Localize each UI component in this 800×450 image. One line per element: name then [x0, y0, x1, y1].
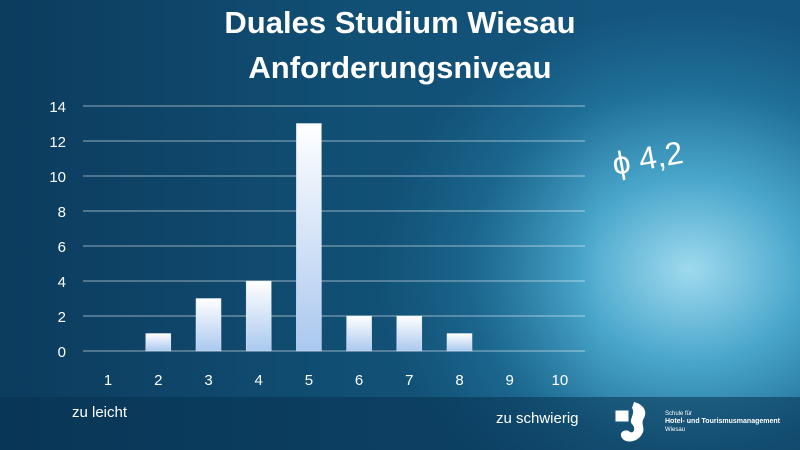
y-tick-label: 8 — [58, 204, 66, 221]
x-tick-label: 7 — [405, 372, 413, 389]
title-line-2: Anforderungsniveau — [248, 50, 552, 85]
y-tick-label: 0 — [58, 344, 66, 361]
y-tick-label: 2 — [58, 309, 66, 326]
label-too-easy: zu leicht — [72, 404, 128, 421]
bar — [195, 298, 222, 352]
x-tick-label: 3 — [204, 372, 212, 389]
y-tick-label: 6 — [58, 239, 66, 256]
y-tick-label: 4 — [58, 274, 66, 291]
bar — [145, 333, 172, 352]
logo-line-1: Schule für — [665, 411, 693, 417]
school-logo-icon — [614, 402, 646, 442]
bar — [296, 123, 322, 352]
bar — [396, 315, 423, 352]
x-tick-label: 8 — [455, 372, 463, 389]
x-tick-label: 6 — [355, 372, 363, 389]
label-too-hard: zu schwierig — [496, 410, 579, 427]
logo-line-3: Wiesau — [665, 427, 686, 433]
x-tick-label: 9 — [506, 372, 514, 389]
x-tick-label: 2 — [154, 372, 162, 389]
y-tick-label: 12 — [49, 134, 66, 151]
x-tick-label: 10 — [552, 372, 569, 389]
x-tick-label: 5 — [305, 372, 313, 389]
title-line-1: Duales Studium Wiesau — [224, 5, 576, 40]
x-tick-label: 4 — [255, 372, 263, 389]
bar — [346, 315, 372, 352]
logo-line-2: Hotel- und Tourismusmanagement — [665, 418, 780, 425]
y-tick-label: 10 — [49, 169, 66, 186]
school-logo-text: Schule für Hotel- und Tourismusmanagemen… — [665, 410, 780, 434]
x-tick-label: 1 — [104, 372, 112, 389]
bar — [245, 280, 272, 352]
footer-band — [0, 397, 800, 450]
y-tick-label: 14 — [49, 99, 66, 116]
bar — [446, 333, 473, 352]
